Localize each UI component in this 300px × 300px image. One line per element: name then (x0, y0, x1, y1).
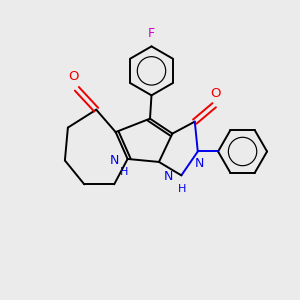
Text: O: O (210, 87, 221, 100)
Text: N: N (164, 170, 173, 183)
Text: N: N (110, 154, 119, 167)
Text: N: N (195, 157, 204, 170)
Text: O: O (69, 70, 79, 83)
Text: H: H (120, 167, 128, 177)
Text: H: H (178, 184, 186, 194)
Text: F: F (148, 27, 155, 40)
